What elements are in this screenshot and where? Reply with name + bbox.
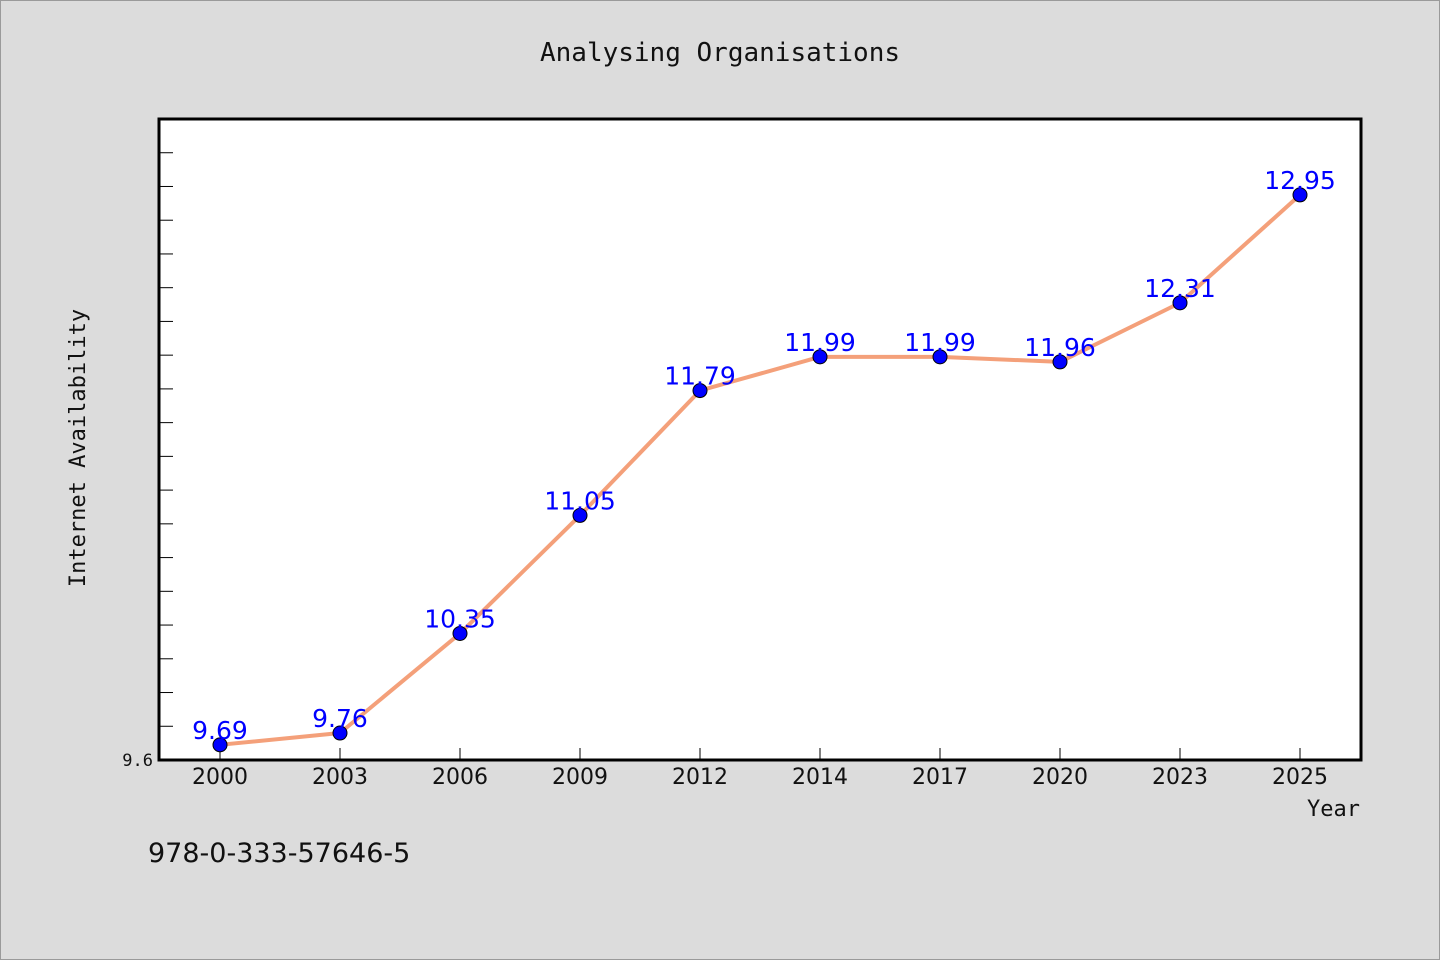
data-label: 9.69 [192,716,248,745]
x-tick-label: 2014 [792,765,848,790]
chart-title: Analysing Organisations [540,38,900,68]
series-line [218,192,1302,747]
data-label: 11.05 [544,486,616,515]
data-point [1292,187,1308,203]
data-label: 10.35 [424,604,496,633]
data-label: 12.95 [1264,166,1336,195]
x-tick-label: 2023 [1152,765,1208,790]
x-tick-label: 2025 [1272,765,1328,790]
data-label: 11.79 [664,362,736,391]
data-label: 9.76 [312,704,368,733]
series-layer: 9.69 9.76 10.35 11.05 11.79 11.99 11.99 11.96 12… [192,166,1336,753]
x-tick-label: 2012 [672,765,728,790]
y-axis-label: Internet Availability [66,309,91,587]
y-axis-ticks: 9.6 [122,118,173,771]
isbn-text: 978-0-333-57646-5 [148,838,410,869]
data-label: 11.99 [784,328,856,357]
data-point [452,625,468,641]
data-point [332,725,348,741]
x-tick-label: 2000 [192,765,248,790]
x-tick-label: 2003 [312,765,368,790]
x-tick-label: 2006 [432,765,488,790]
data-point [212,737,228,753]
data-point [692,383,708,399]
x-tick-label: 2017 [912,765,968,790]
y-tick-label: 9.6 [122,751,153,771]
data-point [1052,354,1068,370]
plot-area [157,117,1363,762]
x-axis-label: Year [1307,797,1360,822]
x-tick-label: 2009 [552,765,608,790]
x-axis-ticks: 2000 2003 2006 2009 2012 2014 2017 2020 2023 2025 [192,748,1328,790]
data-label: 12.31 [1144,274,1216,303]
x-tick-label: 2020 [1032,765,1088,790]
data-point [572,507,588,523]
data-label: 11.96 [1024,333,1096,362]
data-point [932,349,948,365]
data-point [1172,295,1188,311]
data-label: 11.99 [904,328,976,357]
data-point [812,349,828,365]
